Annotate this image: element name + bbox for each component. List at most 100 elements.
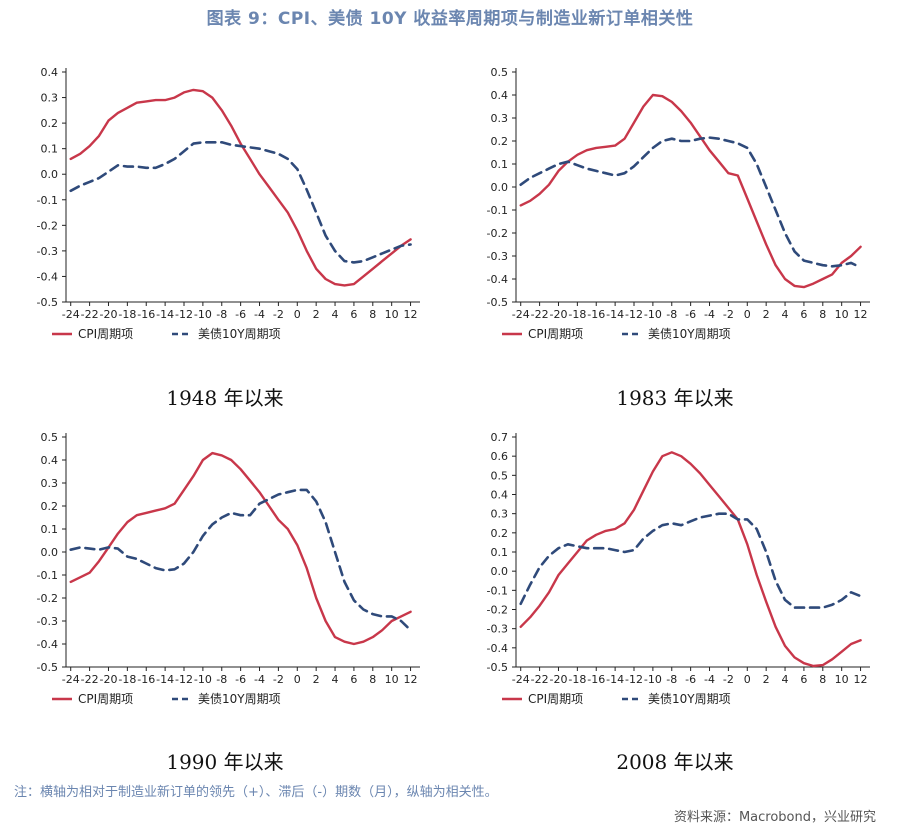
y-tick-label: 0.4 xyxy=(491,89,509,102)
series-line-bond xyxy=(69,488,412,632)
x-tick-label: 6 xyxy=(800,308,807,321)
y-tick-label: -0.2 xyxy=(37,592,58,605)
y-tick-label: 0.3 xyxy=(491,112,509,125)
series-line-cpi xyxy=(519,451,862,668)
x-tick-label: 8 xyxy=(369,308,376,321)
y-tick-label: -0.5 xyxy=(487,296,508,309)
chart-panel-1990: -0.5 -0.4 -0.3 -0.2 -0.1 0.0 0.1 0.2 0.3 0.4 0.5 -2… xyxy=(0,405,450,775)
y-tick-label: -0.5 xyxy=(37,296,58,309)
x-tick-label: -8 xyxy=(666,673,677,686)
legend-label: 美债10Y周期项 xyxy=(198,327,281,341)
x-tick-label: -12 xyxy=(175,308,193,321)
y-tick-label: -0.4 xyxy=(487,273,508,286)
y-tick-label: 0.0 xyxy=(41,168,59,181)
x-tick-label: -8 xyxy=(216,673,227,686)
chart-panel-2008: -0.5 -0.4 -0.3 -0.2 -0.1 0.0 0.1 0.2 0.3 0.4 0.5 0.… xyxy=(450,405,900,775)
y-tick-label: -0.4 xyxy=(487,642,508,655)
y-tick-label: -0.4 xyxy=(37,638,58,651)
x-tick-label: -6 xyxy=(685,308,696,321)
x-tick-label: -8 xyxy=(216,308,227,321)
x-tick-label: 10 xyxy=(835,308,849,321)
x-tick-label: 12 xyxy=(854,673,868,686)
x-tick-label: -2 xyxy=(723,308,734,321)
x-tick-label: -4 xyxy=(704,673,715,686)
x-tick-label: 4 xyxy=(332,673,339,686)
x-tick-label: 8 xyxy=(819,308,826,321)
y-tick-label: 0.1 xyxy=(491,546,509,559)
x-tick-label: -10 xyxy=(644,308,662,321)
x-tick-label: -12 xyxy=(625,673,643,686)
y-tick-label: -0.1 xyxy=(487,584,508,597)
x-tick-label: 6 xyxy=(350,673,357,686)
y-tick-label: 0.2 xyxy=(491,135,509,148)
x-tick-label: -10 xyxy=(194,308,212,321)
y-tick-label: -0.1 xyxy=(37,569,58,582)
legend-label: CPI周期项 xyxy=(78,692,133,706)
y-tick-label: -0.1 xyxy=(487,204,508,217)
y-tick-label: 0.1 xyxy=(41,523,59,536)
legend-label: CPI周期项 xyxy=(528,692,583,706)
y-tick-label: 0.4 xyxy=(41,454,59,467)
y-tick-label: 0.1 xyxy=(491,158,509,171)
y-tick-label: 0.4 xyxy=(41,66,59,79)
x-tick-label: -20 xyxy=(99,673,117,686)
panel-caption-1990: 1990 年以来 xyxy=(166,750,284,774)
series-line-cpi xyxy=(69,451,412,646)
x-tick-label: 8 xyxy=(369,673,376,686)
legend-label: 美债10Y周期项 xyxy=(648,692,731,706)
y-tick-label: -0.4 xyxy=(37,270,58,283)
x-tick-label: -2 xyxy=(273,308,284,321)
x-tick-label: -22 xyxy=(531,673,549,686)
x-tick-label: 10 xyxy=(385,308,399,321)
x-tick-label: 4 xyxy=(332,308,339,321)
x-tick-label: -4 xyxy=(254,308,265,321)
x-tick-label: -20 xyxy=(549,673,567,686)
x-tick-label: -16 xyxy=(587,308,605,321)
panel-caption-2008: 2008 年以来 xyxy=(616,750,734,774)
x-tick-label: -20 xyxy=(549,308,567,321)
x-tick-label: 0 xyxy=(294,673,301,686)
y-tick-label: 0.0 xyxy=(41,546,59,559)
y-tick-label: -0.1 xyxy=(37,194,58,207)
chart-figure-title: 图表 9：CPI、美债 10Y 收益率周期项与制造业新订单相关性 xyxy=(206,9,694,29)
y-tick-label: 0.7 xyxy=(491,431,509,444)
y-tick-label: 0.0 xyxy=(491,181,509,194)
x-tick-label: 12 xyxy=(404,308,418,321)
chart-svg: -0.5 -0.4 -0.3 -0.2 -0.1 0.0 0.1 0.2 0.3 0.4 0.5 -2… xyxy=(487,66,870,341)
y-tick-label: 0.0 xyxy=(491,565,509,578)
series-line-bond xyxy=(519,512,862,609)
data-source: 资料来源：Macrobond，兴业研究 xyxy=(673,810,876,825)
x-tick-label: 12 xyxy=(854,308,868,321)
x-tick-label: -14 xyxy=(156,673,174,686)
y-tick-label: 0.2 xyxy=(491,527,509,540)
x-tick-label: -24 xyxy=(512,308,530,321)
chart-footnote: 注：横轴为相对于制造业新订单的领先（+）、滞后（-）期数（月），纵轴为相关性。 xyxy=(14,785,498,800)
x-tick-label: -14 xyxy=(606,673,624,686)
x-tick-label: -8 xyxy=(666,308,677,321)
x-tick-label: -4 xyxy=(254,673,265,686)
y-tick-label: 0.3 xyxy=(41,477,59,490)
y-tick-label: 0.1 xyxy=(41,143,59,156)
x-tick-label: 4 xyxy=(782,308,789,321)
x-tick-label: -6 xyxy=(685,673,696,686)
series-line-bond xyxy=(69,141,412,264)
y-tick-label: 0.2 xyxy=(41,117,59,130)
y-tick-label: -0.2 xyxy=(487,604,508,617)
x-tick-label: 10 xyxy=(385,673,399,686)
chart-svg: -0.5-0.4-0.3-0.2-0.10.00.10.20.30.4-24 -2… xyxy=(37,66,420,341)
x-tick-label: -20 xyxy=(99,308,117,321)
x-tick-label: -18 xyxy=(118,673,136,686)
x-tick-label: 2 xyxy=(763,308,770,321)
x-tick-label: -10 xyxy=(644,673,662,686)
y-tick-label: 0.5 xyxy=(41,431,59,444)
y-tick-label: -0.2 xyxy=(37,219,58,232)
x-tick-label: 6 xyxy=(350,308,357,321)
chart-svg: -0.5 -0.4 -0.3 -0.2 -0.1 0.0 0.1 0.2 0.3 0.4 0.5 -2… xyxy=(37,431,420,706)
x-tick-label: -12 xyxy=(625,308,643,321)
x-tick-label: -16 xyxy=(137,673,155,686)
x-tick-label: -10 xyxy=(194,673,212,686)
chart-panel-1983: -0.5 -0.4 -0.3 -0.2 -0.1 0.0 0.1 0.2 0.3 0.4 0.5 -2… xyxy=(450,40,900,410)
x-tick-label: -14 xyxy=(156,308,174,321)
x-tick-label: -4 xyxy=(704,308,715,321)
x-tick-label: 2 xyxy=(313,673,320,686)
